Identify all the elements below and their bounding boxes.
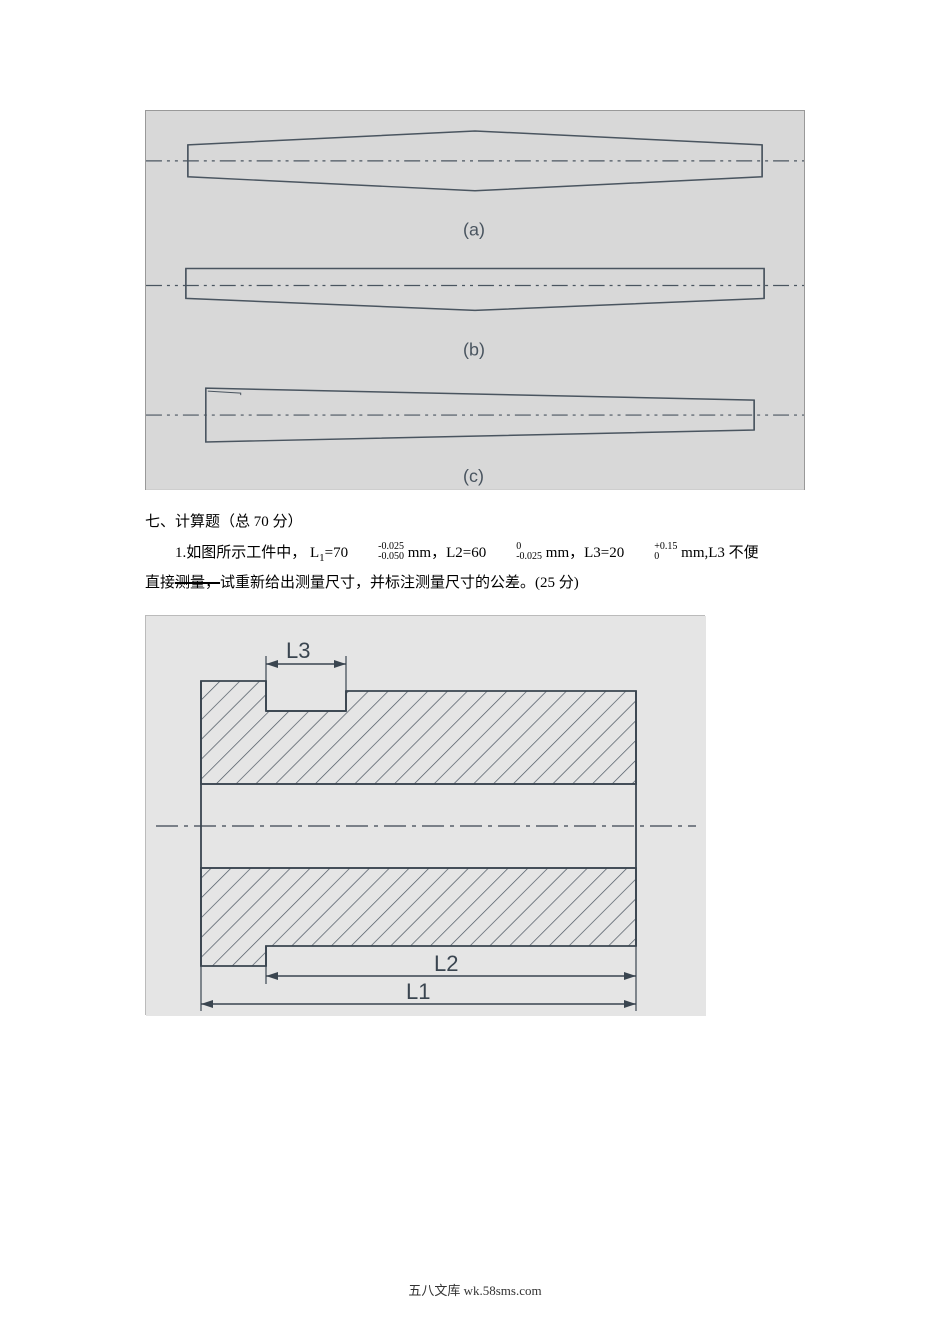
p1-lead: 1.如图所示工件中， L <box>175 545 319 561</box>
label-c: (c) <box>463 466 484 486</box>
p1-l2a: 直接 <box>145 575 175 591</box>
p1-tol1: -0.025-0.050 <box>348 542 404 562</box>
p1-l2b: 试重新给出测量尺寸，并标注测量尺寸的公差。(25 分) <box>220 575 579 591</box>
workpiece-svg: L3 L2 L1 <box>146 616 706 1016</box>
label-l3: L3 <box>286 638 310 663</box>
label-l2: L2 <box>434 951 458 976</box>
label-l1: L1 <box>406 979 430 1004</box>
label-a: (a) <box>463 220 485 240</box>
p1-eq1: =70 <box>325 545 348 561</box>
p1-u3: mm,L3 不便 <box>677 545 758 561</box>
page-footer: 五八文库 wk.58sms.com <box>0 1280 950 1299</box>
problem-1-line1: 1.如图所示工件中， L1=70-0.025-0.050 mm，L2=600-0… <box>145 539 805 569</box>
p1-strike: 测量， <box>175 575 220 591</box>
p1-tol3: +0.150 <box>624 542 677 562</box>
upper-section <box>201 681 636 784</box>
p1-u1: mm，L2=60 <box>404 545 486 561</box>
section-title: 七、计算题（总 70 分） <box>145 510 805 534</box>
p1-u2: mm，L3=20 <box>542 545 624 561</box>
problem-1-line2: 直接测量，试重新给出测量尺寸，并标注测量尺寸的公差。(25 分) <box>145 569 805 598</box>
p1-tol2: 0-0.025 <box>486 542 542 562</box>
figure-shapes: (a) (b) (c) <box>145 110 805 490</box>
page-content: (a) (b) (c) 七、计算题（总 70 分） <box>0 0 950 1055</box>
workpiece-drawing: L3 L2 L1 <box>145 615 705 1015</box>
label-b: (b) <box>463 339 485 359</box>
shapes-svg: (a) (b) (c) <box>146 111 804 490</box>
